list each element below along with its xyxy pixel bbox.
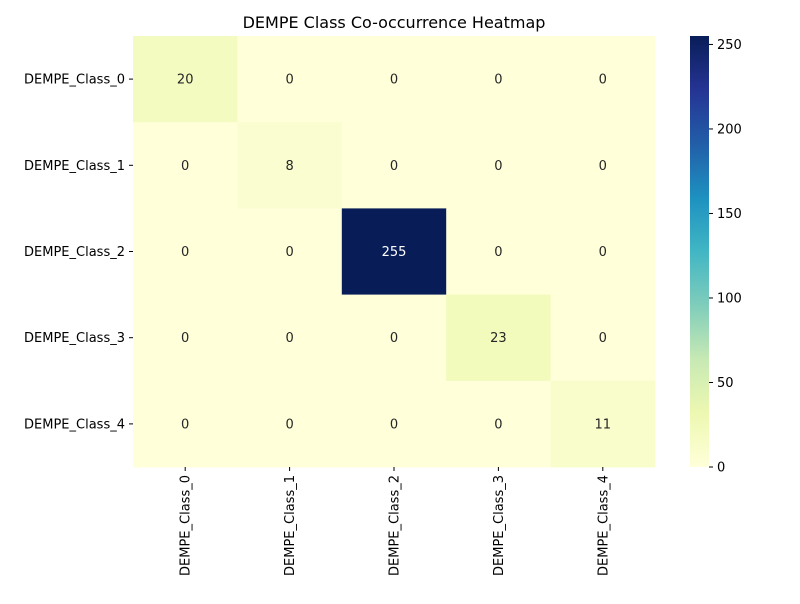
cell-value-label: 0 (181, 159, 189, 174)
y-axis: DEMPE_Class_0 DEMPE_Class_1 DEMPE_Class_2 D… (24, 73, 133, 432)
heatmap-cell (133, 380, 238, 468)
colorbar-tick-label: 0 (717, 461, 725, 476)
cell-value-label: 0 (285, 331, 293, 346)
colorbar: 0 50 100 150 200 250 (690, 36, 742, 476)
cell-value-label: 0 (599, 73, 607, 88)
heatmap-cells (133, 36, 656, 468)
colorbar-gradient (690, 36, 709, 467)
cell-value-label: 0 (494, 159, 502, 174)
heatmap-cell (237, 36, 343, 123)
y-tick-label: DEMPE_Class_1 (24, 159, 125, 174)
heatmap-cell (550, 122, 656, 209)
heatmap-cell (446, 36, 552, 123)
cell-value-label: 0 (285, 73, 293, 88)
cell-value-label: 0 (599, 159, 607, 174)
x-tick-label: DEMPE_Class_0 (179, 475, 194, 576)
cell-value-label: 0 (494, 73, 502, 88)
colorbar-tick-label: 200 (717, 122, 742, 137)
cell-value-label: 8 (285, 159, 293, 174)
cell-value-label: 0 (285, 245, 293, 260)
cell-value-label: 0 (181, 245, 189, 260)
colorbar-tick-label: 150 (717, 207, 742, 222)
heatmap-cell (550, 380, 656, 468)
cell-value-label: 255 (382, 245, 407, 260)
x-tick-label: DEMPE_Class_1 (283, 475, 298, 576)
cell-value-label: 0 (390, 159, 398, 174)
cell-value-label: 20 (177, 73, 194, 88)
heatmap-cell (133, 122, 238, 209)
cell-value-label: 23 (490, 331, 507, 346)
heatmap-cell (133, 36, 238, 123)
cell-value-label: 0 (285, 417, 293, 432)
cell-value-label: 11 (595, 417, 612, 432)
x-tick-label: DEMPE_Class_2 (388, 475, 403, 576)
cell-value-label: 0 (390, 331, 398, 346)
heatmap-cell (550, 294, 656, 382)
cell-value-label: 0 (181, 417, 189, 432)
cell-value-label: 0 (599, 245, 607, 260)
x-tick-label: DEMPE_Class_4 (596, 475, 611, 576)
colorbar-ticks: 0 50 100 150 200 250 (709, 38, 742, 476)
colorbar-tick-label: 50 (717, 376, 734, 391)
heatmap-cell (237, 294, 343, 382)
heatmap-cell (341, 122, 447, 209)
cell-annotations: 20 0 0 0 0 0 8 0 0 0 0 0 255 0 0 0 0 0 23 0 0 0 0 0 11 (177, 73, 611, 433)
heatmap-cell (446, 122, 552, 209)
heatmap-cell (550, 208, 656, 296)
heatmap-cell (133, 208, 238, 296)
heatmap-cell (237, 122, 343, 209)
x-axis: DEMPE_Class_0 DEMPE_Class_1 DEMPE_Class_2 D… (179, 467, 611, 576)
heatmap-cell (341, 294, 447, 382)
x-tick-label: DEMPE_Class_3 (492, 475, 507, 576)
cell-value-label: 0 (390, 73, 398, 88)
heatmap-cell (237, 380, 343, 468)
heatmap-cell (550, 36, 656, 123)
y-tick-label: DEMPE_Class_0 (24, 73, 125, 88)
y-tick-label: DEMPE_Class_2 (24, 245, 125, 260)
heatmap-cell (446, 208, 552, 296)
heatmap-cell (341, 36, 447, 123)
heatmap-cell (133, 294, 238, 382)
heatmap-cell (446, 294, 552, 382)
heatmap-cell (446, 380, 552, 468)
cell-value-label: 0 (494, 417, 502, 432)
cell-value-label: 0 (390, 417, 398, 432)
y-tick-label: DEMPE_Class_4 (24, 417, 125, 432)
y-tick-label: DEMPE_Class_3 (24, 331, 125, 346)
cell-value-label: 0 (181, 331, 189, 346)
cell-value-label: 0 (599, 331, 607, 346)
heatmap-cell (341, 208, 447, 296)
cell-value-label: 0 (494, 245, 502, 260)
heatmap-cell (341, 380, 447, 468)
colorbar-tick-label: 250 (717, 38, 742, 53)
colorbar-tick-label: 100 (717, 291, 742, 306)
heatmap-cell (237, 208, 343, 296)
chart-title: DEMPE Class Co-occurrence Heatmap (243, 13, 546, 32)
